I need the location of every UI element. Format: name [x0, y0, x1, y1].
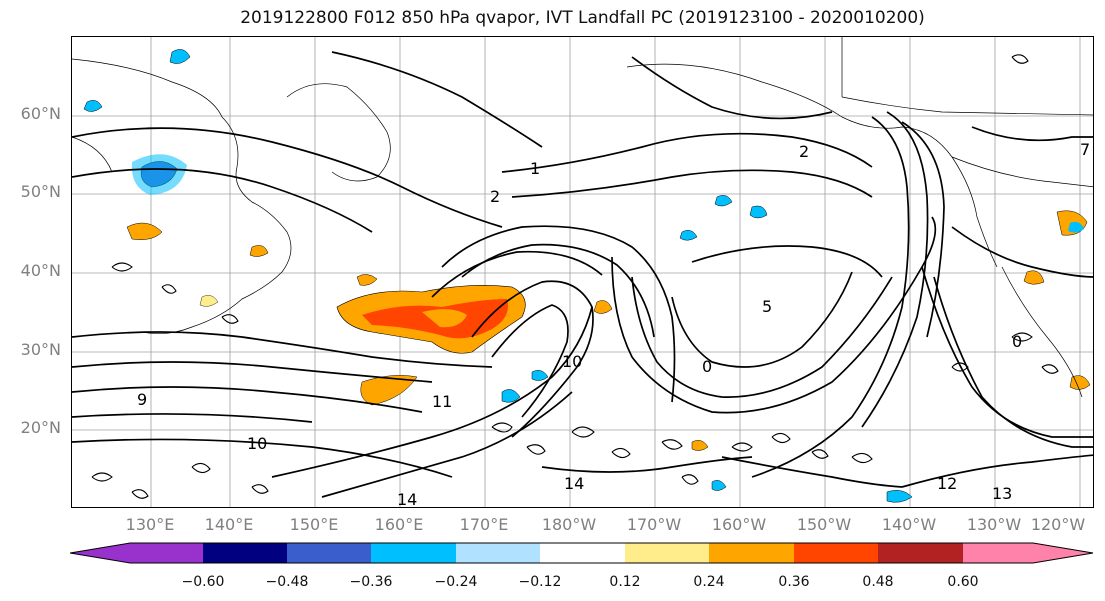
- contour-label: 5: [762, 297, 772, 316]
- colorbar-segments: [70, 543, 1093, 563]
- colorbar-tick: 0.48: [862, 574, 894, 590]
- qvapor-shading: [83, 49, 1091, 503]
- colorbar-segment: [625, 543, 709, 563]
- lon-label: 130°W: [966, 515, 1022, 534]
- contour-labels: 1 2 2 0 0 5 9 10 10 11 12 13 14 14 7: [137, 140, 1090, 508]
- colorbar-tick: 0.60: [947, 574, 979, 590]
- colorbar-tick: 0.24: [693, 574, 725, 590]
- lon-label: 170°E: [459, 515, 509, 534]
- colorbar-segment: [287, 543, 371, 563]
- contour-label: 9: [137, 390, 147, 409]
- map-panel: 1 2 2 0 0 5 9 10 10 11 12 13 14 14 7: [71, 36, 1094, 508]
- lon-label: 120°W: [1030, 515, 1086, 534]
- contour-label: 2: [490, 187, 500, 206]
- lat-label: 40°N: [20, 261, 61, 280]
- colorbar-tick: −0.60: [181, 574, 225, 590]
- colorbar-segment: [203, 543, 287, 563]
- lon-label: 150°W: [796, 515, 852, 534]
- colorbar-outline: [70, 542, 1094, 564]
- lon-label: 160°W: [711, 515, 767, 534]
- colorbar-segment: [794, 543, 878, 563]
- colorbar-segment: [878, 543, 963, 563]
- colorbar-tick: −0.36: [349, 574, 393, 590]
- coastlines: [72, 37, 1093, 398]
- colorbar-segment: [709, 543, 794, 563]
- contour-label: 11: [432, 392, 452, 411]
- contour-label: 10: [247, 434, 267, 453]
- colorbar-tick: 0.12: [609, 574, 641, 590]
- map-canvas: 1 2 2 0 0 5 9 10 10 11 12 13 14 14 7: [72, 37, 1093, 508]
- tropical-contours: [91, 54, 1059, 499]
- lon-label: 160°E: [374, 515, 424, 534]
- lon-label: 140°E: [204, 515, 254, 534]
- colorbar-segment: [70, 543, 203, 563]
- colorbar-segment: [456, 543, 540, 563]
- colorbar-segment: [371, 543, 456, 563]
- graticule: [72, 37, 1093, 507]
- lon-label: 150°E: [289, 515, 339, 534]
- colorbar-tick: −0.12: [518, 574, 562, 590]
- chart-title: 2019122800 F012 850 hPa qvapor, IVT Land…: [240, 8, 925, 28]
- colorbar: [70, 542, 1094, 564]
- lat-label: 20°N: [20, 418, 61, 437]
- ivt-contours: [72, 51, 1093, 498]
- contour-label: 1: [530, 159, 540, 178]
- colorbar-segment: [540, 543, 625, 563]
- lat-label: 60°N: [20, 104, 61, 123]
- contour-label: 0: [1012, 332, 1022, 351]
- lon-label: 130°E: [125, 515, 175, 534]
- colorbar-tick: −0.24: [434, 574, 478, 590]
- lon-label: 140°W: [881, 515, 937, 534]
- contour-label: 12: [937, 474, 957, 493]
- lat-label: 50°N: [20, 182, 61, 201]
- colorbar-tick: 0.36: [778, 574, 810, 590]
- contour-label: 10: [562, 352, 582, 371]
- colorbar-tick: −0.48: [265, 574, 309, 590]
- lon-label: 180°W: [541, 515, 597, 534]
- colorbar-segment: [963, 543, 1093, 563]
- lon-label: 170°W: [626, 515, 682, 534]
- contour-label: 7: [1080, 140, 1090, 159]
- lat-label: 30°N: [20, 340, 61, 359]
- contour-label: 14: [564, 474, 584, 493]
- contour-label: 2: [799, 142, 809, 161]
- contour-label: 0: [702, 357, 712, 376]
- contour-label: 14: [397, 490, 417, 508]
- contour-label: 13: [992, 484, 1012, 503]
